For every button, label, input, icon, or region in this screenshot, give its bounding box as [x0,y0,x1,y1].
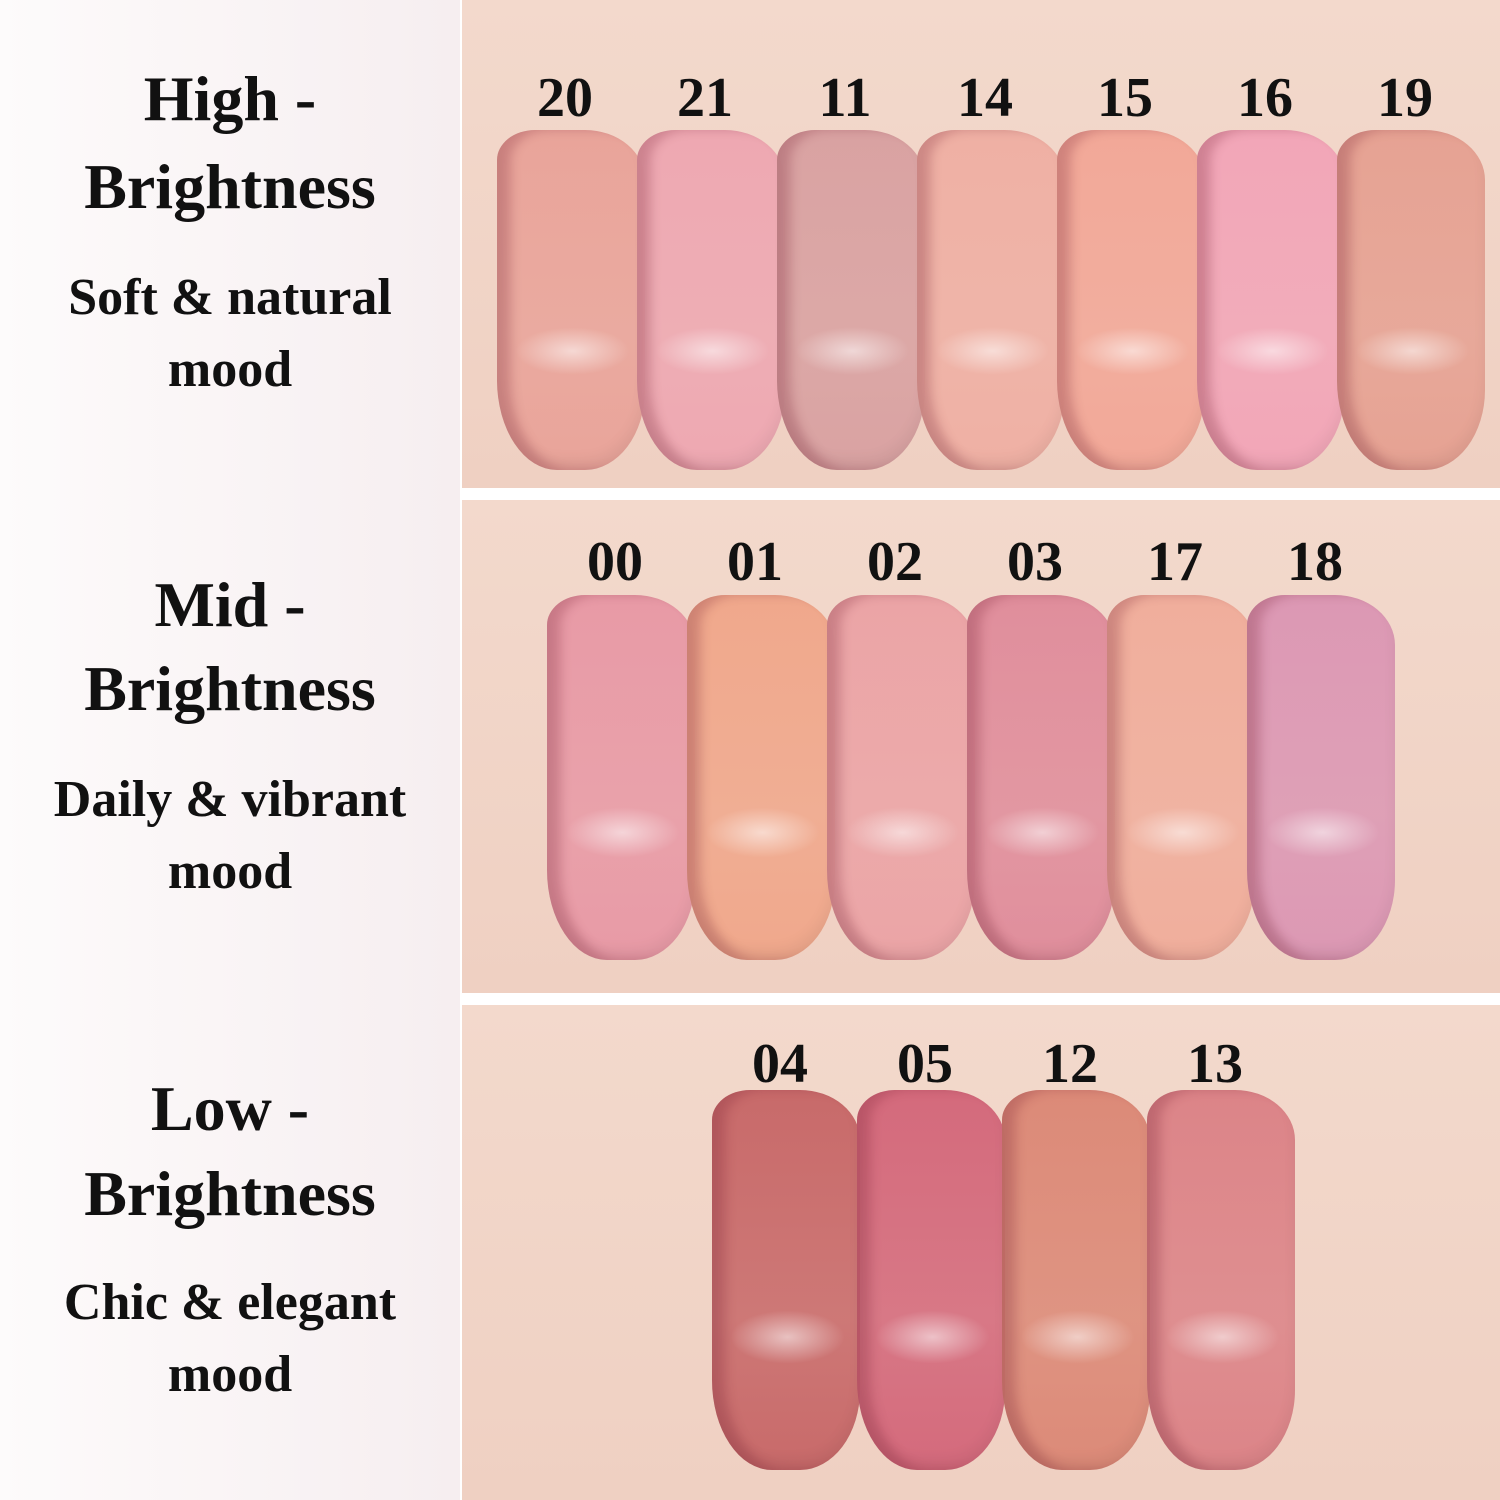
section-subtitle: Daily & vibrant [53,771,407,828]
swatch-05 [857,1090,1005,1470]
section-title: High - [143,63,317,134]
section-title: Brightness [84,151,376,222]
swatch-panel-mid: 00 01 02 03 17 18 [462,500,1500,993]
swatch-18 [1247,595,1395,960]
shade-number: 13 [1187,1033,1243,1095]
swatch-21 [637,130,785,470]
swatch-03 [967,595,1115,960]
shade-number: 03 [1007,531,1063,593]
shade-number: 15 [1097,67,1153,129]
swatch-02 [827,595,975,960]
swatch-12 [1002,1090,1150,1470]
shade-number: 02 [867,531,923,593]
swatch-04 [712,1090,860,1470]
section-subtitle: Soft & natural [68,269,392,326]
swatch-13 [1147,1090,1295,1470]
swatch-17 [1107,595,1255,960]
section-subtitle: mood [167,341,293,398]
shade-number: 00 [587,531,643,593]
shade-number: 19 [1377,67,1433,129]
shade-number: 16 [1237,67,1293,129]
shade-number: 14 [957,67,1013,129]
swatch-00 [547,595,695,960]
swatch-panel-low: 04 05 12 13 [462,1005,1500,1500]
section-subtitle: Chic & elegant [63,1274,397,1331]
swatch-01 [687,595,835,960]
swatch-19 [1337,130,1485,470]
section-title: Low - [150,1073,310,1144]
section-title: Brightness [84,1158,376,1229]
section-subtitle: mood [167,843,293,900]
swatch-20 [497,130,645,470]
label-column: High - Brightness Soft & natural mood Mi… [0,0,460,1500]
swatch-16 [1197,130,1345,470]
shade-number: 11 [818,67,872,129]
swatch-15 [1057,130,1205,470]
shade-number: 01 [727,531,783,593]
shade-number: 18 [1287,531,1343,593]
swatch-panel-high: 20 21 11 14 15 16 19 [462,0,1500,488]
shade-number: 17 [1147,531,1203,593]
swatch-11 [777,130,925,470]
section-title: Brightness [84,653,376,724]
shade-number: 12 [1042,1033,1098,1095]
shade-number: 04 [752,1033,808,1095]
section-title: Mid - [154,569,306,640]
section-subtitle: mood [167,1346,293,1403]
shade-number: 21 [677,67,733,129]
swatch-14 [917,130,1065,470]
shade-number: 05 [897,1033,953,1095]
shade-number: 20 [537,67,593,129]
